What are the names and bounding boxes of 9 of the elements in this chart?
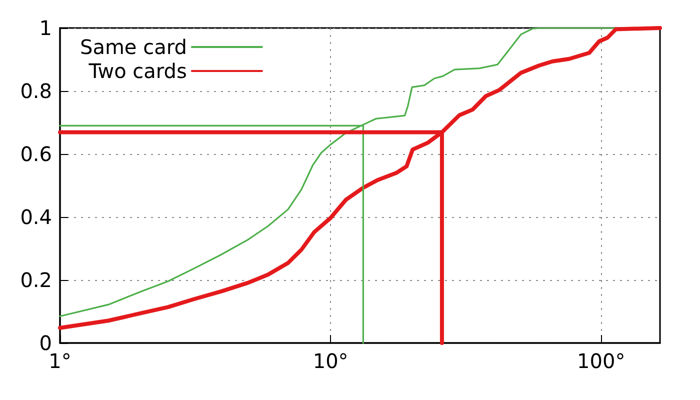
y-tick-label: 0.2 [20, 268, 52, 292]
x-tick-label: 10° [312, 349, 348, 373]
y-tick-label: 1 [39, 16, 52, 40]
y-tick-label: 0.8 [20, 79, 52, 103]
legend-label: Same card [80, 35, 187, 59]
y-tick-label: 0.4 [20, 205, 52, 229]
x-tick-label: 100° [577, 349, 626, 373]
legend-label: Two cards [88, 59, 187, 83]
y-tick-label: 0.6 [20, 142, 52, 166]
